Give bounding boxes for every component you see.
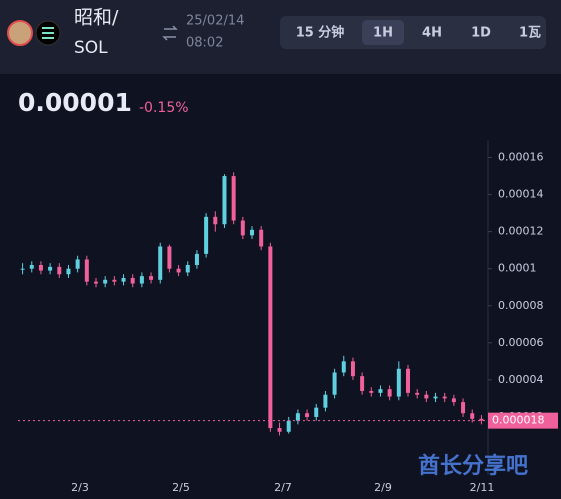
candle-body <box>396 368 401 397</box>
candle-body <box>231 176 236 221</box>
candle-body <box>378 389 383 393</box>
candle-body <box>66 268 71 275</box>
candle-body <box>341 361 346 373</box>
candle-body <box>461 402 466 414</box>
candle-body <box>286 420 291 432</box>
candle-body <box>240 220 245 236</box>
y-tick-label: 0.00012 <box>498 225 544 238</box>
candle-body <box>470 413 475 419</box>
x-tick-label: 2/7 <box>274 481 292 494</box>
sol-glyph <box>42 27 54 39</box>
timeframe-button[interactable]: 1瓦 <box>519 26 541 41</box>
candle-body <box>350 361 355 377</box>
candle-body <box>424 394 429 399</box>
candle-body <box>139 276 144 284</box>
candle-body <box>84 259 89 282</box>
candle-body <box>48 266 53 271</box>
candle-body <box>387 389 392 397</box>
candle-body <box>332 372 337 395</box>
watermark: 酋长分享吧 <box>418 453 528 479</box>
candle-body <box>130 277 135 284</box>
candle-body <box>185 265 190 273</box>
candle-body <box>433 396 438 399</box>
candle-body <box>204 216 209 254</box>
candle-body <box>442 396 447 399</box>
candle-body <box>38 265 43 271</box>
x-tick-label: 2/3 <box>71 481 89 494</box>
token-icon <box>7 20 33 46</box>
candle-body <box>479 418 484 421</box>
timeframe-button[interactable]: 4H <box>422 26 442 41</box>
candle-body <box>222 176 227 225</box>
candle-body <box>194 253 199 265</box>
candle-body <box>415 392 420 395</box>
x-tick-label: 2/5 <box>172 481 190 494</box>
candle-body <box>213 216 218 225</box>
y-tick-label: 0.00004 <box>498 373 544 386</box>
y-tick-label: 0.00008 <box>498 299 544 312</box>
candle-body <box>451 398 456 403</box>
candle-body <box>167 246 172 269</box>
candle-body <box>314 407 319 417</box>
candle-body <box>75 259 80 269</box>
candle-body <box>360 376 365 391</box>
price: 0.00001 <box>18 88 132 117</box>
swap-icon[interactable] <box>162 25 178 41</box>
x-tick-label: 2/9 <box>374 481 392 494</box>
y-tick-label: 0.00014 <box>498 188 544 201</box>
last-price-label: 0.000018 <box>492 414 545 427</box>
y-tick-label: 0.00016 <box>498 151 544 164</box>
x-tick-label: 2/11 <box>470 481 495 494</box>
candle-body <box>149 276 154 280</box>
last-price-tag <box>488 412 558 429</box>
candle-body <box>406 368 410 393</box>
candle-body <box>94 281 98 284</box>
candle-body <box>112 279 117 282</box>
candle-body <box>295 413 300 421</box>
candle-body <box>277 428 282 432</box>
candle-body <box>268 246 273 429</box>
timeframe-button[interactable]: 15 分钟 <box>296 25 345 41</box>
change: -0.15% <box>139 100 189 116</box>
candle-body <box>250 229 254 236</box>
candle-body <box>176 268 181 273</box>
timeframe-button[interactable]: 1H <box>373 26 393 41</box>
y-tick-label: 0.0001 <box>498 262 537 275</box>
date: 25/02/14 <box>186 14 244 29</box>
pair-bottom: SOL <box>74 38 108 58</box>
pair-top: 昭和/ <box>74 7 119 29</box>
y-tick-label: 0.00006 <box>498 336 544 349</box>
candle-body <box>305 413 310 417</box>
timeframe-button[interactable]: 1D <box>471 26 491 41</box>
candle-body <box>29 265 34 269</box>
time: 08:02 <box>186 36 223 51</box>
candle-body <box>323 394 328 408</box>
candle-body <box>158 246 163 280</box>
candle-body <box>20 268 25 270</box>
candle-body <box>57 266 62 275</box>
timeframe-group <box>280 16 546 49</box>
candle-body <box>103 279 108 284</box>
timeframe-active <box>362 20 404 45</box>
candle-body <box>121 277 126 282</box>
candle-body <box>369 391 374 393</box>
candle-body <box>259 229 264 247</box>
